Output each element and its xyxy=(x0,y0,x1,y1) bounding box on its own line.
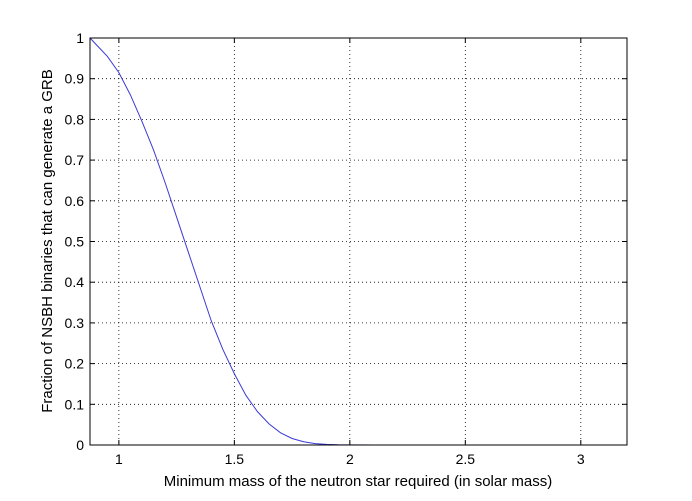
y-tick-label: 0.2 xyxy=(65,356,85,372)
y-axis-title: Fraction of NSBH binaries that can gener… xyxy=(39,69,56,413)
y-tick-label: 0.7 xyxy=(65,152,85,168)
x-tick-label: 3 xyxy=(577,451,585,467)
x-axis-title: Minimum mass of the neutron star require… xyxy=(164,473,552,490)
y-tick-label: 0.8 xyxy=(65,111,85,127)
x-tick-label: 1.5 xyxy=(225,451,245,467)
y-tick-label: 0.6 xyxy=(65,193,85,209)
x-tick-label: 1 xyxy=(115,451,123,467)
y-tick-label: 0 xyxy=(76,437,84,453)
y-tick-label: 1 xyxy=(76,30,84,46)
y-tick-label: 0.3 xyxy=(65,315,85,331)
ticks xyxy=(90,37,627,446)
y-tick-label: 0.5 xyxy=(65,234,85,250)
x-tick-labels: 1 1.5 2 2.5 3 xyxy=(115,451,585,467)
y-tick-label: 0.4 xyxy=(65,274,85,290)
x-tick-label: 2 xyxy=(346,451,354,467)
x-tick-label: 2.5 xyxy=(456,451,476,467)
y-tick-label: 0.9 xyxy=(65,71,85,87)
y-tick-label: 0.1 xyxy=(65,396,85,412)
y-tick-labels: 0 0.1 0.2 0.3 0.4 0.5 0.6 0.7 0.8 0.9 1 xyxy=(65,30,85,453)
